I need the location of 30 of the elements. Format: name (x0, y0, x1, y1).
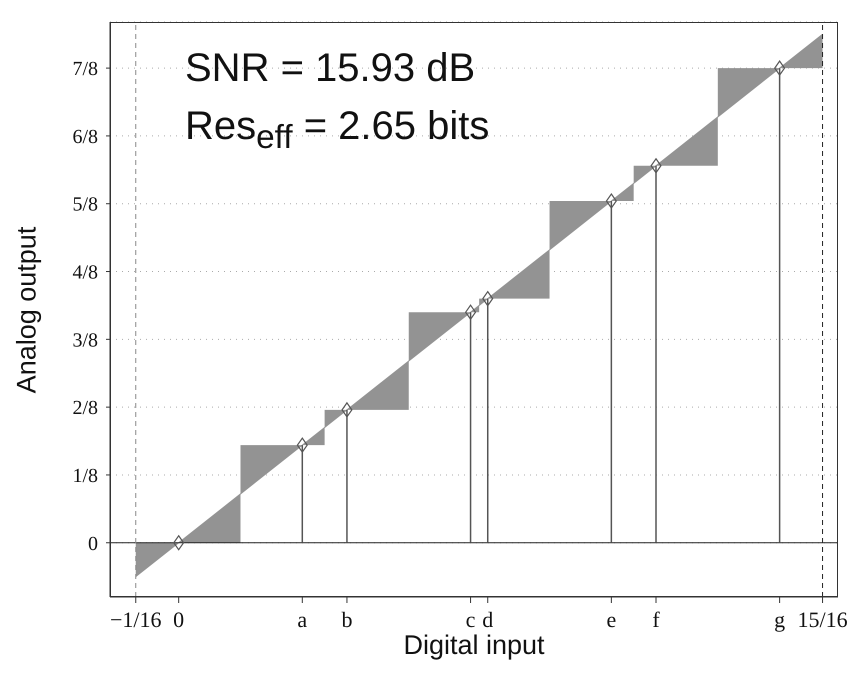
x-axis-title: Digital input (403, 630, 545, 660)
point (296, 438, 308, 453)
y-tick-label: 1/8 (72, 464, 98, 487)
x-tick-label: g (774, 607, 786, 632)
annotation: SNR = 15.93 dB (185, 45, 476, 92)
x-tick-label: d (482, 607, 494, 632)
x-tick-label: a (297, 607, 308, 632)
x-tick-label: −1/16 (110, 607, 162, 632)
point (774, 60, 786, 76)
y-tick-label: 6/8 (72, 126, 98, 148)
x-tick-label: b (341, 607, 352, 632)
point (465, 304, 476, 320)
x-tick-label: e (606, 607, 616, 632)
x-tick-label: f (652, 607, 660, 632)
y-tick-label: 0 (88, 532, 98, 555)
y-tick-label: 5/8 (72, 194, 98, 216)
x-tick-label: 0 (173, 607, 184, 632)
annotation: Res$_{eff}$ = 2.65 bits (185, 103, 490, 158)
x-tick-label: c (466, 607, 476, 632)
point (173, 535, 184, 550)
point (650, 158, 662, 174)
y-tick-label: 7/8 (72, 58, 98, 80)
x-tick-label: 15/16 (797, 607, 848, 632)
y-axis-title: Analog output (12, 226, 42, 393)
point (606, 193, 617, 209)
y-tick-label: 4/8 (72, 262, 98, 284)
point (482, 291, 494, 306)
y-tick-label: 2/8 (72, 397, 98, 420)
point (341, 402, 352, 418)
y-tick-label: 3/8 (72, 329, 98, 352)
